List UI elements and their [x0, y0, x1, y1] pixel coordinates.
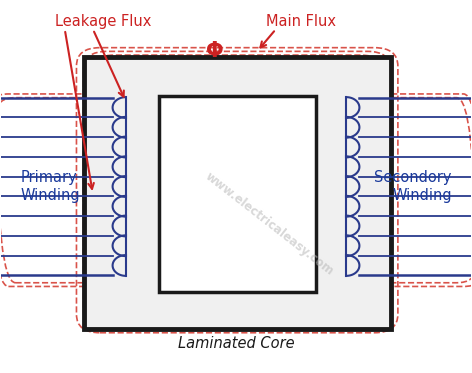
Text: Leakage Flux: Leakage Flux	[55, 14, 152, 29]
FancyBboxPatch shape	[159, 96, 316, 292]
Text: Laminated Core: Laminated Core	[177, 336, 295, 351]
Text: www.electricaleasy.com: www.electricaleasy.com	[202, 169, 336, 278]
Text: Secondory
Winding: Secondory Winding	[374, 170, 452, 203]
Text: Primary
Winding: Primary Winding	[20, 170, 80, 203]
FancyBboxPatch shape	[84, 57, 391, 329]
Text: Main Flux: Main Flux	[267, 14, 337, 29]
Text: Φ: Φ	[206, 41, 224, 62]
